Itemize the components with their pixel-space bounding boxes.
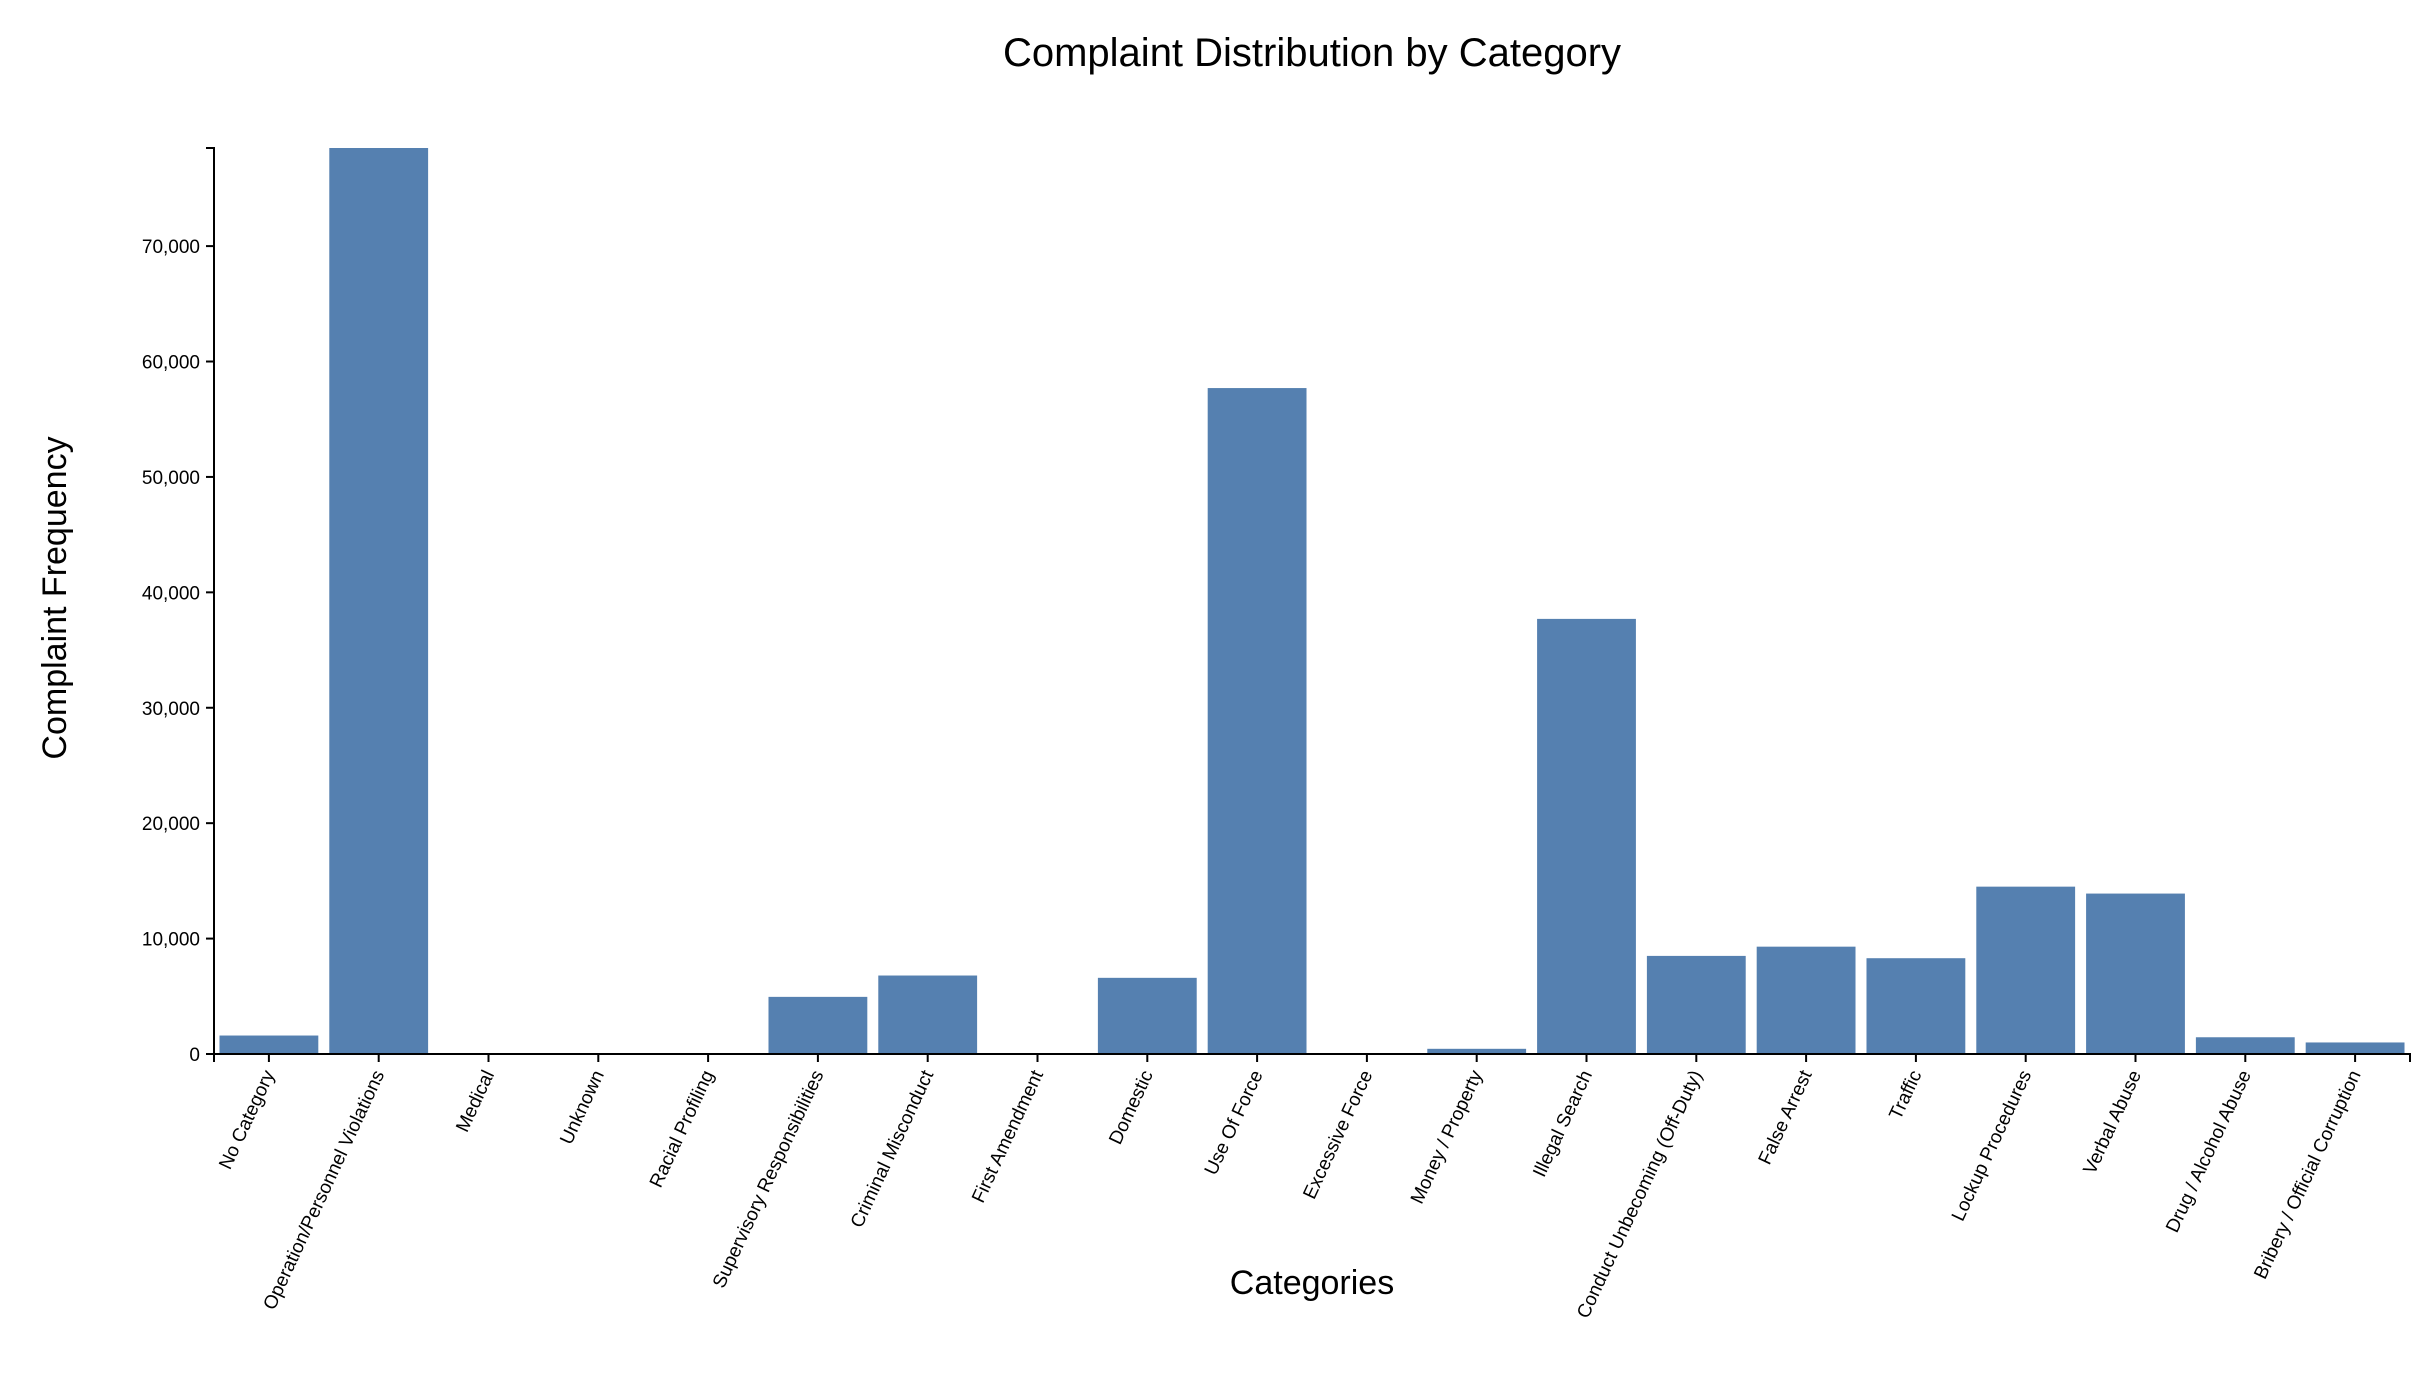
- y-axis-title: Complaint Frequency: [36, 436, 74, 759]
- x-tick-label: Excessive Force: [1299, 1067, 1377, 1202]
- bar-18: [2195, 1037, 2295, 1054]
- bar-13: [1646, 955, 1746, 1054]
- chart-title: Complaint Distribution by Category: [1003, 31, 1621, 75]
- bar-14: [1756, 946, 1856, 1054]
- bar-16: [1976, 886, 2076, 1054]
- y-tick-label: 70,000: [142, 237, 200, 258]
- x-tick-label: Bribery / Official Corruption: [2250, 1067, 2365, 1282]
- bars-layer: [219, 148, 2405, 1054]
- bar-11: [1427, 1048, 1527, 1054]
- x-axis-title: Categories: [1230, 1264, 1394, 1302]
- x-tick-label: Money / Property: [1407, 1067, 1487, 1207]
- x-tick-label: Use Of Force: [1201, 1067, 1268, 1178]
- x-tick-label: No Category: [215, 1067, 279, 1173]
- x-tick-label: Illegal Search: [1529, 1067, 1597, 1180]
- bar-19: [2305, 1042, 2405, 1054]
- x-tick-label: Verbal Abuse: [2080, 1067, 2146, 1177]
- x-tick-label: Lockup Procedures: [1948, 1067, 2036, 1224]
- x-tick-label: Medical: [452, 1067, 499, 1135]
- bar-0: [219, 1035, 319, 1054]
- x-tick-label: Domestic: [1105, 1067, 1157, 1148]
- bar-8: [1097, 977, 1197, 1054]
- y-tick-label: 40,000: [142, 583, 200, 604]
- x-tick-label: Traffic: [1886, 1067, 1927, 1123]
- x-axis-line: [213, 1053, 2411, 1062]
- x-tick-label: Unknown: [556, 1067, 609, 1148]
- y-axis-line: [206, 147, 215, 1055]
- x-tick-label: Operation/Personnel Violations: [260, 1067, 390, 1313]
- y-tick-label: 50,000: [142, 468, 200, 489]
- x-tick-label: Supervisory Responsibilities: [709, 1067, 828, 1291]
- y-axis: 0 10,000 20,000 30,000 40,000 50,000 60,000 70,…: [142, 147, 215, 1066]
- x-tick-label: False Arrest: [1755, 1067, 1817, 1168]
- bar-15: [1866, 958, 1966, 1054]
- x-tick-label: Criminal Misconduct: [847, 1067, 939, 1232]
- x-tick-label: Racial Profiling: [646, 1067, 719, 1191]
- x-tick-label: Drug / Alcohol Abuse: [2162, 1067, 2256, 1236]
- y-tick-label: 0: [189, 1045, 200, 1066]
- bar-5: [768, 996, 868, 1054]
- y-tick-label: 60,000: [142, 353, 200, 374]
- y-tick-label: 30,000: [142, 699, 200, 720]
- bar-9: [1207, 388, 1307, 1054]
- bar-1: [329, 148, 429, 1054]
- bar-6: [878, 975, 978, 1054]
- bar-12: [1537, 618, 1636, 1054]
- x-tick-label: Conduct Unbecoming (Off-Duty): [1573, 1067, 1707, 1322]
- bar-17: [2086, 893, 2185, 1054]
- x-tick-label: First Amendment: [968, 1067, 1048, 1207]
- y-tick-label: 10,000: [142, 930, 200, 951]
- y-tick-label: 20,000: [142, 814, 200, 835]
